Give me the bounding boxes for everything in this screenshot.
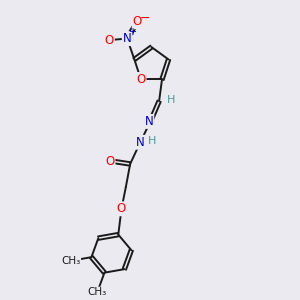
Text: N: N xyxy=(123,32,131,45)
Text: H: H xyxy=(167,95,176,105)
Text: O: O xyxy=(105,154,115,168)
Text: O: O xyxy=(136,73,146,86)
Text: −: − xyxy=(140,12,151,25)
Text: H: H xyxy=(148,136,157,146)
Text: N: N xyxy=(136,136,145,149)
Text: CH₃: CH₃ xyxy=(88,287,107,297)
Text: O: O xyxy=(117,202,126,215)
Text: O: O xyxy=(133,15,142,28)
Text: +: + xyxy=(128,27,136,37)
Text: CH₃: CH₃ xyxy=(61,256,80,266)
Text: O: O xyxy=(105,34,114,46)
Text: N: N xyxy=(145,115,153,128)
